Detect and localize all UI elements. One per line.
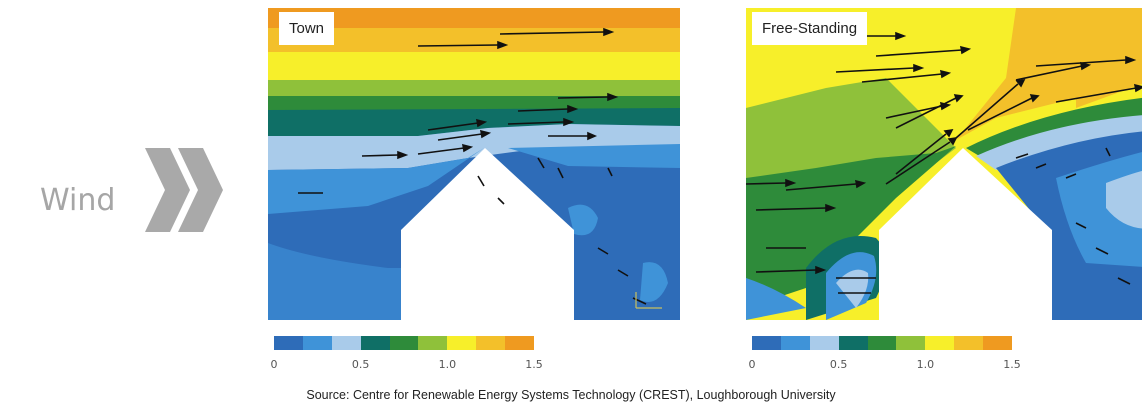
free-standing-flow-panel: Free-Standing (746, 8, 1142, 320)
colorbar-swatch (331, 336, 361, 350)
colorbar-swatch (389, 336, 419, 350)
town-title: Town (279, 12, 335, 45)
wind-direction-icon (145, 148, 223, 232)
free-standing-title: Free-Standing (752, 12, 868, 45)
colorbar-swatch (983, 336, 1013, 350)
free-standing-colorbar-tick: 1.5 (1003, 358, 1021, 371)
colorbar-swatch (867, 336, 897, 350)
town-colorbar-swatches (274, 336, 535, 350)
free-standing-flow-arrows (746, 31, 1142, 294)
colorbar-swatch (809, 336, 839, 350)
town-axis-icon (635, 292, 662, 309)
town-colorbar-tick: 0 (270, 358, 278, 371)
colorbar-swatch (925, 336, 955, 350)
colorbar-swatch (780, 336, 810, 350)
colorbar-swatch (896, 336, 926, 350)
free-standing-colorbar-tick: 0 (748, 358, 756, 371)
colorbar-swatch (302, 336, 332, 350)
town-velocity-contour (268, 8, 680, 320)
town-colorbar-tick: 1.0 (438, 358, 457, 371)
town-colorbar: 0 0.5 1.0 1.5 (270, 336, 543, 380)
colorbar-swatch (505, 336, 535, 350)
colorbar-swatch (447, 336, 477, 350)
colorbar-swatch (476, 336, 506, 350)
town-flow-panel: Town (268, 8, 680, 320)
free-standing-velocity-contour (746, 8, 1142, 320)
colorbar-swatch (954, 336, 984, 350)
free-standing-colorbar: 0 0.5 1.0 1.5 (748, 336, 1021, 380)
colorbar-swatch (752, 336, 781, 350)
free-standing-colorbar-swatches (752, 336, 1013, 350)
source-caption: Source: Centre for Renewable Energy Syst… (306, 388, 836, 402)
colorbar-swatch (838, 336, 868, 350)
free-standing-colorbar-tick: 0.5 (829, 358, 848, 371)
colorbar-swatch (418, 336, 448, 350)
town-colorbar-tick: 0.5 (351, 358, 370, 371)
town-colorbar-tick: 1.5 (525, 358, 543, 371)
town-flow-arrows (298, 27, 647, 305)
colorbar-swatch (360, 336, 390, 350)
wind-label: Wind (40, 183, 116, 218)
free-standing-colorbar-tick: 1.0 (916, 358, 935, 371)
colorbar-swatch (274, 336, 303, 350)
